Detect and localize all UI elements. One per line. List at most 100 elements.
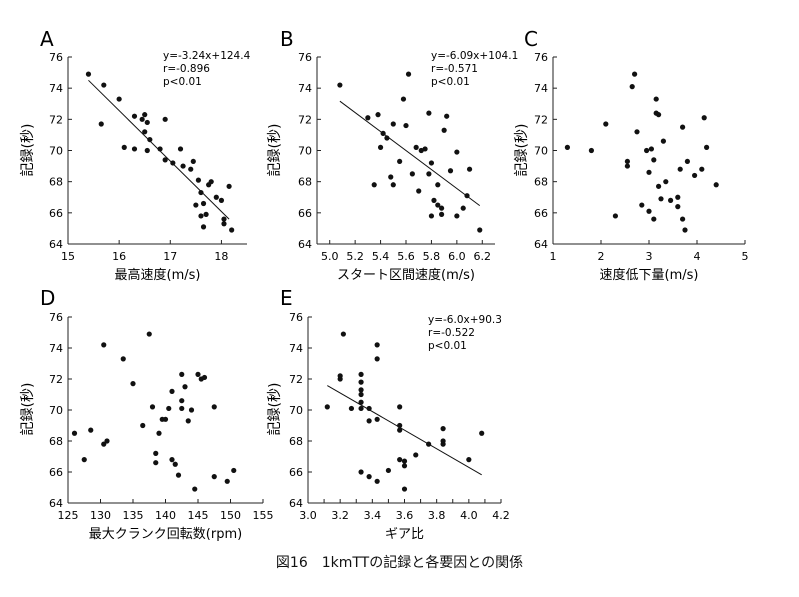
panel-a-x-tick-label: 16 [112,250,126,263]
panel-e-data-point [413,452,419,458]
panel-c-y-tick-label: 70 [534,145,548,158]
panel-e-data-point [426,441,432,447]
panel-d-data-point [211,474,217,480]
panel-a-data-point [157,146,163,152]
panel-e-data-point [366,474,372,480]
panel-e-x-tick-label: 3.6 [396,509,414,522]
panel-d-x-tick-label: 140 [155,509,176,522]
panel-b-x-tick-label: 6.0 [448,250,466,263]
panel-a-data-point [162,157,168,163]
panel-b-y-tick-label: 70 [298,145,312,158]
panel-a-data-point [218,197,225,203]
panel-b-data-point [447,168,454,174]
panel-e-data-point [358,371,364,377]
panel-e-y-tick-label: 68 [289,435,303,448]
panel-b-regression-line [339,100,481,207]
panel-b-data-point [454,213,460,219]
panel-e-data-point [348,405,355,412]
panel-d-data-point [175,472,182,478]
panel-c-data-point [713,182,719,188]
panel-b-x-label: スタート区間速度(m/s) [337,267,475,283]
panel-d-x-tick-label: 130 [90,509,111,522]
panel-a-data-point [200,200,207,207]
panel-e-data-point [401,458,408,464]
panel-a-data-point [226,183,232,189]
panel-c-data-point [684,158,691,165]
panel-b-x-tick-label: 5.0 [321,250,339,263]
panel-d-data-point [101,441,107,447]
panel-a-data-point [144,147,150,154]
panel-e-data-point [466,457,472,463]
panel-b-data-point [439,205,445,211]
panel-c-data-point [612,213,619,219]
panel-b-x-tick-label: 5.6 [397,250,415,263]
panel-c-data-point [644,147,650,154]
panel-a-data-point [198,213,204,219]
panel-c-data-point [656,112,662,118]
panel-e-letter: E [280,286,293,310]
panel-a-y-tick-label: 70 [49,145,63,158]
panel-c-data-point [658,196,664,202]
panel-a-letter: A [40,27,54,51]
panel-a-data-point [142,129,148,135]
panel-d-data-point [195,371,201,377]
panel-c-data-point [675,194,681,200]
panel-d-data-point [179,405,185,412]
panel-d-data-point [120,356,126,362]
panel-c-data-point [675,204,681,210]
panel-c-y-tick-label: 66 [534,207,548,220]
panel-b-annotation-line: p<0.01 [431,76,470,88]
panel-a-annotation-line: r=-0.896 [163,63,210,75]
panel-d-data-point [169,388,175,394]
panel-b-data-point [439,211,445,217]
panel-d-y-tick-label: 70 [49,404,63,417]
figure-caption: 図16 1kmTTの記録と各要因との関係 [275,555,524,571]
panel-c-data-point [629,84,635,90]
panel-a-data-point [208,179,214,185]
panel-d-x-tick-label: 135 [123,509,144,522]
panel-b-data-point [413,144,419,150]
panel-a-data-point [221,216,227,222]
panel-e-y-tick-label: 66 [289,466,303,479]
panel-a-y-tick-label: 64 [49,238,63,251]
panel-d-data-point [169,457,175,463]
panel-e-x-label: ギア比 [385,527,424,542]
panel-b-data-point [371,182,377,188]
panel-a-y-tick-label: 68 [49,176,63,189]
panel-b-y-tick-label: 76 [298,51,312,64]
panel-b-data-point [397,158,403,165]
panel-e-data-point [401,463,408,469]
panel-b-data-point [444,113,450,119]
panel-b-data-point [403,122,409,129]
panel-c-x-label: 速度低下量(m/s) [600,267,699,283]
panel-c-data-point [656,183,662,189]
panel-a-x-label: 最高速度(m/s) [115,267,201,283]
panel-b-annotation-line: r=-0.571 [431,63,478,75]
panel-b-y-label: 記録(秒) [266,124,283,177]
panel-a-data-point [139,116,145,122]
panel-e-data-point [337,373,343,379]
panel-d-y-tick-label: 68 [49,435,63,448]
panel-e-data-point [366,418,372,424]
panel-a-data-point [221,221,227,227]
panel-a-data-point [195,177,202,183]
panel-c-x-tick-label: 5 [742,250,749,263]
panel-e-y-tick-label: 74 [289,342,303,355]
panel-b-data-point [422,146,428,152]
panel-c-data-point [634,129,640,135]
panel-e-data-point [397,427,403,433]
panel-d-y-tick-label: 64 [49,497,63,510]
panel-e-x-tick-label: 3.8 [428,509,446,522]
panel-b-data-point [380,130,386,136]
panel-c-data-point [624,163,631,169]
panel-d-data-point [185,418,191,424]
panel-a-data-point [177,146,184,152]
panel-c-data-point [624,158,631,165]
panel-a-annotation-line: y=-3.24x+124.4 [163,50,251,62]
panel-e-data-point [358,399,364,405]
panel-b-data-point [435,202,441,208]
panel-e-data-point [366,405,372,412]
panel-e-data-point [385,467,392,474]
panel-c-data-point [663,179,669,185]
panel-c-y-tick-label: 74 [534,82,548,95]
